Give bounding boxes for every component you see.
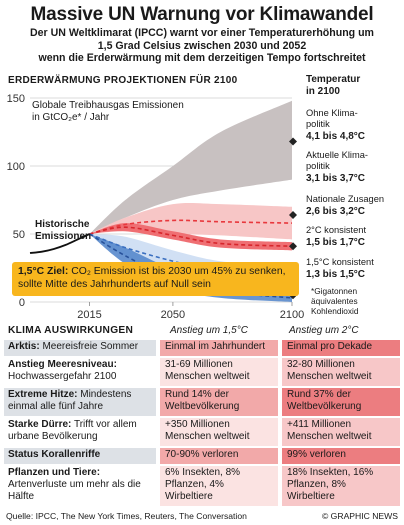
impact-value-15: Rund 14% der Weltbevölkerung [160,388,278,416]
impacts-title: KLIMA AUSWIRKUNGEN [8,325,134,336]
impact-category: Starke Dürre: Trifft vor allem urbane Be… [4,418,156,446]
impact-row-heat: Extreme Hitze: Mindestens einmal alle fü… [4,388,400,416]
scenario-temp-current-policy: 3,1 bis 3,7°C [306,173,366,184]
y-tick-label: 0 [19,297,25,309]
y-axis-label: Globale Treibhausgas Emissionen in GtCO₂… [32,100,184,124]
scenario-temp-no-policy: 4,1 bis 4,8°C [306,131,366,142]
footnote-line: äquivalentes [311,296,358,306]
x-tick-label: 2015 [77,309,101,321]
y-axis-label-line: Globale Treibhausgas Emissionen [32,100,184,111]
scenario-label-pledges: Nationale Zusagen [306,194,385,204]
goal-callout: 1,5°C Ziel: CO₂ Emission ist bis 2030 um… [12,262,299,296]
scenario-band [89,100,292,234]
impact-value-2: 32-80 Millionen Menschen weltweit [282,358,400,386]
impact-value-2: 99% verloren [282,448,400,464]
subtitle-line: 1,5 Grad Celsius zwischen 2030 und 2052 [97,39,307,52]
scenario-label-no-policy: Ohne Klima-politik [306,108,358,129]
impacts-col-2: Anstieg um 2°C [289,325,359,336]
goal-callout-text: CO₂ Emission ist bis 2030 um 45% zu senk… [18,266,286,290]
scenario-temp-2c: 1,5 bis 1,7°C [306,237,366,248]
impact-category-desc: Meereisfreie Sommer [39,341,139,352]
chart-section-label: ERDERWÄRMUNG PROJEKTIONEN FÜR 2100 [8,75,238,86]
scenario-label-current-policy: Aktuelle Klima-politik [306,150,369,171]
historic-emissions-line [29,233,90,254]
impact-value-15: Einmal im Jahrhundert [160,340,278,356]
impact-value-2: Einmal pro Dekade [282,340,400,356]
credit: © GRAPHIC NEWS [321,511,398,521]
historic-label-line: Emissionen [35,231,92,242]
impact-category-name: Arktis: [8,341,40,352]
temperature-heading-line: Temperatur [306,74,361,85]
scenario-band [89,223,292,251]
scenario-label-2c: 2°C konsistent [306,225,367,235]
impact-value-15: 6% Insekten, 8% Pflanzen, 4% Wirbeltiere [160,466,278,506]
chart-ticks: 0 50 100 150 2015 2050 2100 [7,93,305,321]
impact-category: Extreme Hitze: Mindestens einmal alle fü… [4,388,156,416]
impacts-header: KLIMA AUSWIRKUNGEN Anstieg um 1,5°C Anst… [4,323,400,339]
impact-category: Anstieg Meeresniveau: Hochwassergefahr 2… [4,358,156,386]
historic-label-line: Historische [35,219,90,230]
impact-value-2: +411 Millionen Menschen weltweit [282,418,400,446]
historic-label: Historische Emissionen [35,219,91,243]
scenario-marker [289,242,297,251]
impact-row-arctic: Arktis: Meereisfreie Sommer Einmal im Ja… [4,340,400,356]
footnote: *Gigatonnen äquivalentes Kohlendioxid [311,286,359,316]
impact-row-sea-level: Anstieg Meeresniveau: Hochwassergefahr 2… [4,358,400,386]
scenario-label-15c: 1,5°C konsistent [306,257,374,267]
temperature-heading: Temperatur in 2100 [306,74,360,98]
impact-category-name: Anstieg Meeresniveau: [8,359,117,370]
impact-category-desc: Hochwassergefahr 2100 [8,371,117,382]
scenario-temp-pledges: 2,6 bis 3,2°C [306,206,366,217]
impact-category: Status Korallenriffe [4,448,156,464]
y-tick-label: 100 [7,161,25,173]
y-axis-label-line: in GtCO₂e* / Jahr [32,112,110,123]
impact-row-drought: Starke Dürre: Trifft vor allem urbane Be… [4,418,400,446]
impact-category-desc: Artenverluste um mehr als die Hälfte [8,479,141,502]
impact-value-2: Rund 37% der Weltbevölkerung [282,388,400,416]
impact-category-desc: Trifft vor allem urbane Bevölkerung [8,419,137,442]
impact-category: Arktis: Meereisfreie Sommer [4,340,156,356]
y-tick-label: 150 [7,93,25,105]
footnote-line: *Gigatonnen [311,286,358,296]
scenario-marker [289,137,297,146]
y-tick-label: 50 [13,229,25,241]
impact-category-name: Extreme Hitze: [8,389,78,400]
x-tick-label: 2050 [161,309,185,321]
impact-value-2: 18% Insekten, 16% Pflanzen, 8% Wirbeltie… [282,466,400,506]
impact-value-15: +350 Millionen Menschen weltweit [160,418,278,446]
impact-category-name: Starke Dürre: [8,419,72,430]
impact-category-desc: Mindestens einmal alle fünf Jahre [8,389,132,412]
subtitle-line: Der UN Weltklimarat (IPCC) warnt vor ein… [30,27,374,39]
subtitle: Der UN Weltklimarat (IPCC) warnt vor ein… [4,27,400,65]
impact-category-name: Status Korallenriffe [8,449,101,460]
impact-row-coral: Status Korallenriffe 70-90% verloren 99%… [4,448,400,464]
impact-value-15: 70-90% verloren [160,448,278,464]
impacts-col-15: Anstieg um 1,5°C [170,325,248,336]
footnote-line: Kohlendioxid [311,306,359,316]
impact-category: Pflanzen und Tiere: Artenverluste um meh… [4,466,156,506]
scenario-temp-15c: 1,3 bis 1,5°C [306,269,366,280]
scenario-median-line [89,219,293,235]
impact-value-15: 31-69 Millionen Menschen weltweit [160,358,278,386]
x-tick-label: 2100 [280,309,304,321]
temperature-heading-line: in 2100 [306,86,340,97]
subtitle-line: wenn die Erderwärmung mit dem derzeitige… [38,52,366,64]
source-note: Quelle: IPCC, The New York Times, Reuter… [6,511,247,521]
impact-category-name: Pflanzen und Tiere: [8,467,101,478]
page-title: Massive UN Warnung vor Klimawandel [30,4,374,25]
goal-callout-title: 1,5°C Ziel: [18,266,69,277]
scenario-median-line [89,226,293,248]
scenario-marker [289,210,297,219]
impact-row-species: Pflanzen und Tiere: Artenverluste um meh… [4,466,400,506]
